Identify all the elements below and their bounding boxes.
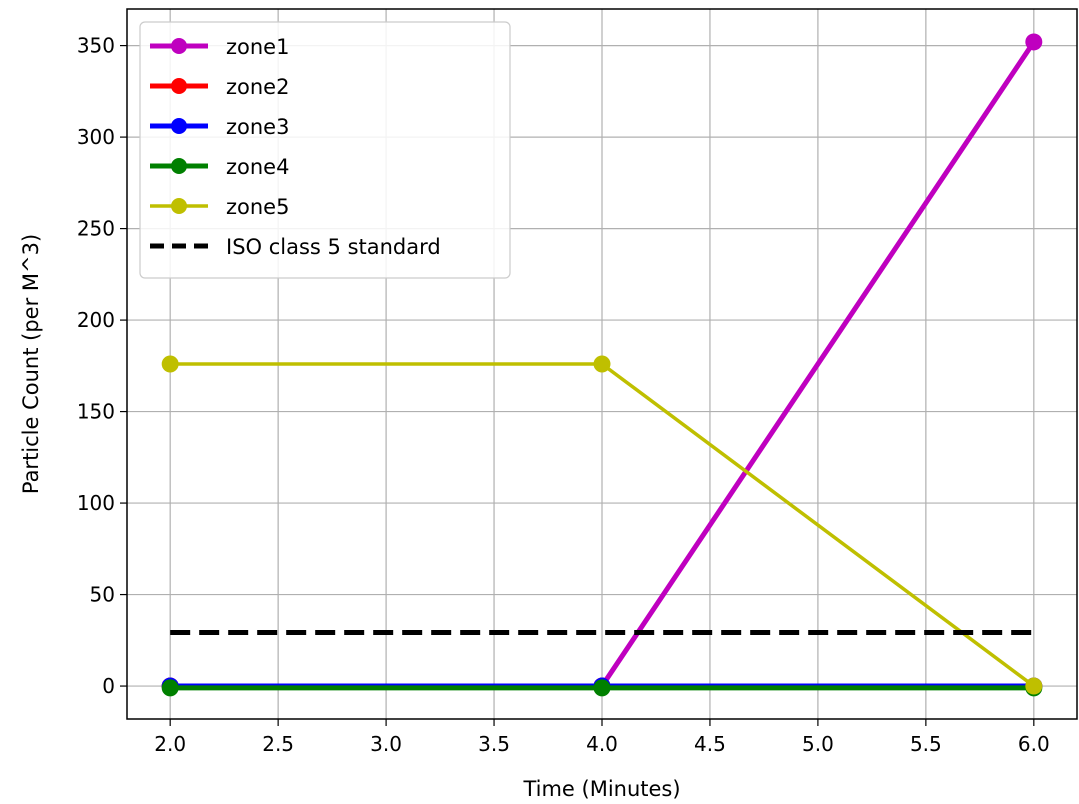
x-tick-label: 2.0	[154, 732, 186, 756]
legend-marker	[171, 118, 187, 134]
legend-item: ISO class 5 standard	[150, 235, 441, 259]
legend-label: zone2	[226, 75, 289, 99]
legend-marker	[171, 38, 187, 54]
y-tick-label: 300	[77, 125, 115, 149]
y-tick-label: 350	[77, 34, 115, 58]
data-point	[593, 679, 611, 697]
x-tick-label: 6.0	[1018, 732, 1050, 756]
legend-label: zone3	[226, 115, 289, 139]
y-axis-label: Particle Count (per M^3)	[19, 234, 43, 494]
x-tick-label: 2.5	[262, 732, 294, 756]
legend-marker	[171, 158, 187, 174]
grid	[127, 9, 1077, 719]
legend-item: zone3	[150, 115, 289, 139]
y-tick-label: 100	[77, 491, 115, 515]
legend-label: ISO class 5 standard	[226, 235, 441, 259]
series-5	[161, 355, 1043, 695]
legend-item: zone2	[150, 75, 289, 99]
legend-label: zone5	[226, 195, 289, 219]
legend-box	[139, 21, 511, 279]
data-point	[593, 355, 611, 373]
x-tick-label: 3.5	[478, 732, 510, 756]
data-point	[1025, 677, 1043, 695]
legend-label: zone1	[226, 35, 289, 59]
x-tick-label: 5.0	[802, 732, 834, 756]
data-point	[161, 355, 179, 373]
y-tick-label: 0	[102, 674, 115, 698]
x-tick-label: 4.5	[694, 732, 726, 756]
y-tick-label: 200	[77, 308, 115, 332]
ticks: 2.0 2.5 3.0 3.5 4.0 4.5 5.0 5.5 6.0 0 50 100 150 200 2…	[77, 34, 1050, 756]
x-tick-label: 4.0	[586, 732, 618, 756]
x-axis-label: Time (Minutes)	[522, 777, 680, 800]
legend-marker	[171, 198, 187, 214]
data-point	[161, 679, 179, 697]
y-tick-label: 50	[90, 583, 115, 607]
legend-item: zone4	[150, 155, 289, 179]
series-layer	[161, 33, 1043, 697]
y-tick-label: 250	[77, 217, 115, 241]
x-tick-label: 3.0	[370, 732, 402, 756]
x-tick-label: 5.5	[910, 732, 942, 756]
series-4	[161, 679, 1043, 697]
y-tick-label: 150	[77, 400, 115, 424]
legend-label: zone4	[226, 155, 289, 179]
legend-item: zone1	[150, 35, 289, 59]
legend: zone1 zone2 zone3 zone4 zone5 ISO class 5 sta…	[139, 21, 511, 279]
data-point	[1025, 33, 1043, 51]
legend-marker	[171, 78, 187, 94]
legend-item: zone5	[150, 195, 289, 219]
